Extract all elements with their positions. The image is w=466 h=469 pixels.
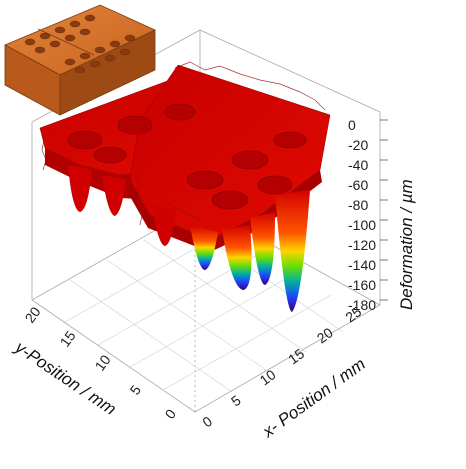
- inset-holes: [24, 14, 136, 74]
- z-tick-label: -160: [348, 277, 376, 293]
- x-tick-label: 0: [199, 413, 215, 431]
- floor-grid: [64, 219, 344, 393]
- x-tick-label: 10: [257, 366, 279, 388]
- dip-5: [222, 225, 252, 290]
- x-tick-label: 5: [228, 392, 244, 410]
- z-tick-label: -100: [348, 217, 376, 233]
- z-tick-label: -20: [348, 137, 368, 153]
- tick-marks: [380, 119, 388, 301]
- dips: [68, 165, 310, 312]
- z-tick-label: -180: [348, 297, 376, 313]
- dip-2: [102, 175, 126, 216]
- dip-7: [275, 190, 310, 312]
- y-tick-label: 15: [56, 328, 78, 350]
- y-tick-label: 20: [21, 304, 43, 326]
- y-tick-label: 10: [91, 352, 113, 374]
- y-tick-label: 0: [161, 406, 179, 422]
- y-tick-label: 5: [126, 382, 144, 398]
- dip-4: [190, 225, 218, 270]
- z-tick-label: 0: [348, 117, 356, 133]
- noise-ridges: [39, 61, 326, 226]
- dip-6: [250, 212, 275, 285]
- z-tick-label: -140: [348, 257, 376, 273]
- pits: [67, 103, 307, 210]
- z-tick-label: -60: [348, 177, 368, 193]
- z-tick-label: -80: [348, 197, 368, 213]
- z-axis-ticks: 0 -20 -40 -60 -80 -100 -120 -140 -160 -180: [348, 117, 376, 313]
- z-axis-label: Deformation / µm: [397, 179, 416, 310]
- dip-3: [152, 205, 176, 246]
- z-tick-label: -40: [348, 157, 368, 173]
- x-tick-label: 20: [314, 324, 336, 346]
- inset-block: [4, 4, 156, 116]
- dip-1: [68, 165, 92, 212]
- z-tick-label: -120: [348, 237, 376, 253]
- x-axis-label: x- Position / mm: [258, 354, 369, 442]
